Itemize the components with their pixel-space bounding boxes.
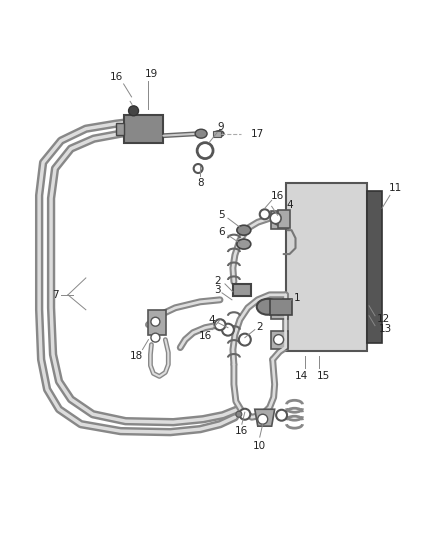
Text: 2: 2 [215, 276, 221, 286]
Text: 7: 7 [52, 290, 58, 300]
Bar [148, 310, 166, 335]
Circle shape [151, 317, 160, 326]
Bar [124, 115, 163, 143]
Text: 19: 19 [145, 69, 158, 79]
Polygon shape [271, 211, 288, 229]
Ellipse shape [214, 131, 224, 136]
Text: 16: 16 [235, 426, 248, 436]
Text: 18: 18 [130, 351, 143, 360]
Text: 16: 16 [271, 191, 284, 201]
Text: 1: 1 [294, 293, 301, 303]
Circle shape [239, 334, 251, 345]
Circle shape [215, 319, 226, 330]
Text: 9: 9 [218, 122, 224, 132]
Circle shape [274, 335, 283, 345]
Text: 16: 16 [198, 330, 212, 341]
Ellipse shape [237, 239, 251, 249]
Circle shape [236, 411, 242, 417]
Circle shape [197, 143, 213, 158]
Text: 11: 11 [389, 183, 403, 193]
Text: 6: 6 [219, 227, 225, 237]
Text: 4: 4 [286, 200, 293, 211]
Ellipse shape [195, 129, 207, 138]
Polygon shape [116, 123, 124, 135]
Text: 15: 15 [317, 372, 330, 382]
Ellipse shape [257, 299, 279, 315]
Circle shape [258, 414, 268, 424]
Text: 12: 12 [376, 314, 389, 324]
Text: 10: 10 [253, 441, 266, 451]
Bar [213, 131, 221, 136]
Circle shape [151, 333, 160, 342]
Polygon shape [271, 301, 288, 319]
Text: 17: 17 [251, 128, 265, 139]
Circle shape [270, 213, 281, 224]
Bar [233, 284, 251, 296]
Text: 16: 16 [110, 72, 123, 82]
Polygon shape [255, 409, 275, 426]
Circle shape [129, 106, 138, 116]
Text: 5: 5 [219, 210, 225, 220]
Text: 4: 4 [209, 314, 215, 325]
Circle shape [260, 209, 270, 219]
Ellipse shape [237, 225, 251, 235]
Bar [286, 183, 367, 351]
Circle shape [274, 305, 283, 315]
Text: 13: 13 [378, 324, 392, 334]
Text: 8: 8 [197, 179, 203, 189]
Circle shape [276, 410, 287, 421]
Bar [270, 299, 292, 315]
Circle shape [240, 409, 250, 419]
Text: 3: 3 [214, 285, 220, 295]
Bar [278, 211, 290, 228]
Circle shape [274, 215, 283, 225]
Bar [367, 191, 382, 343]
Circle shape [222, 324, 234, 336]
Polygon shape [271, 330, 288, 349]
Text: 14: 14 [295, 372, 308, 382]
Circle shape [194, 164, 203, 173]
Text: 2: 2 [256, 322, 263, 332]
